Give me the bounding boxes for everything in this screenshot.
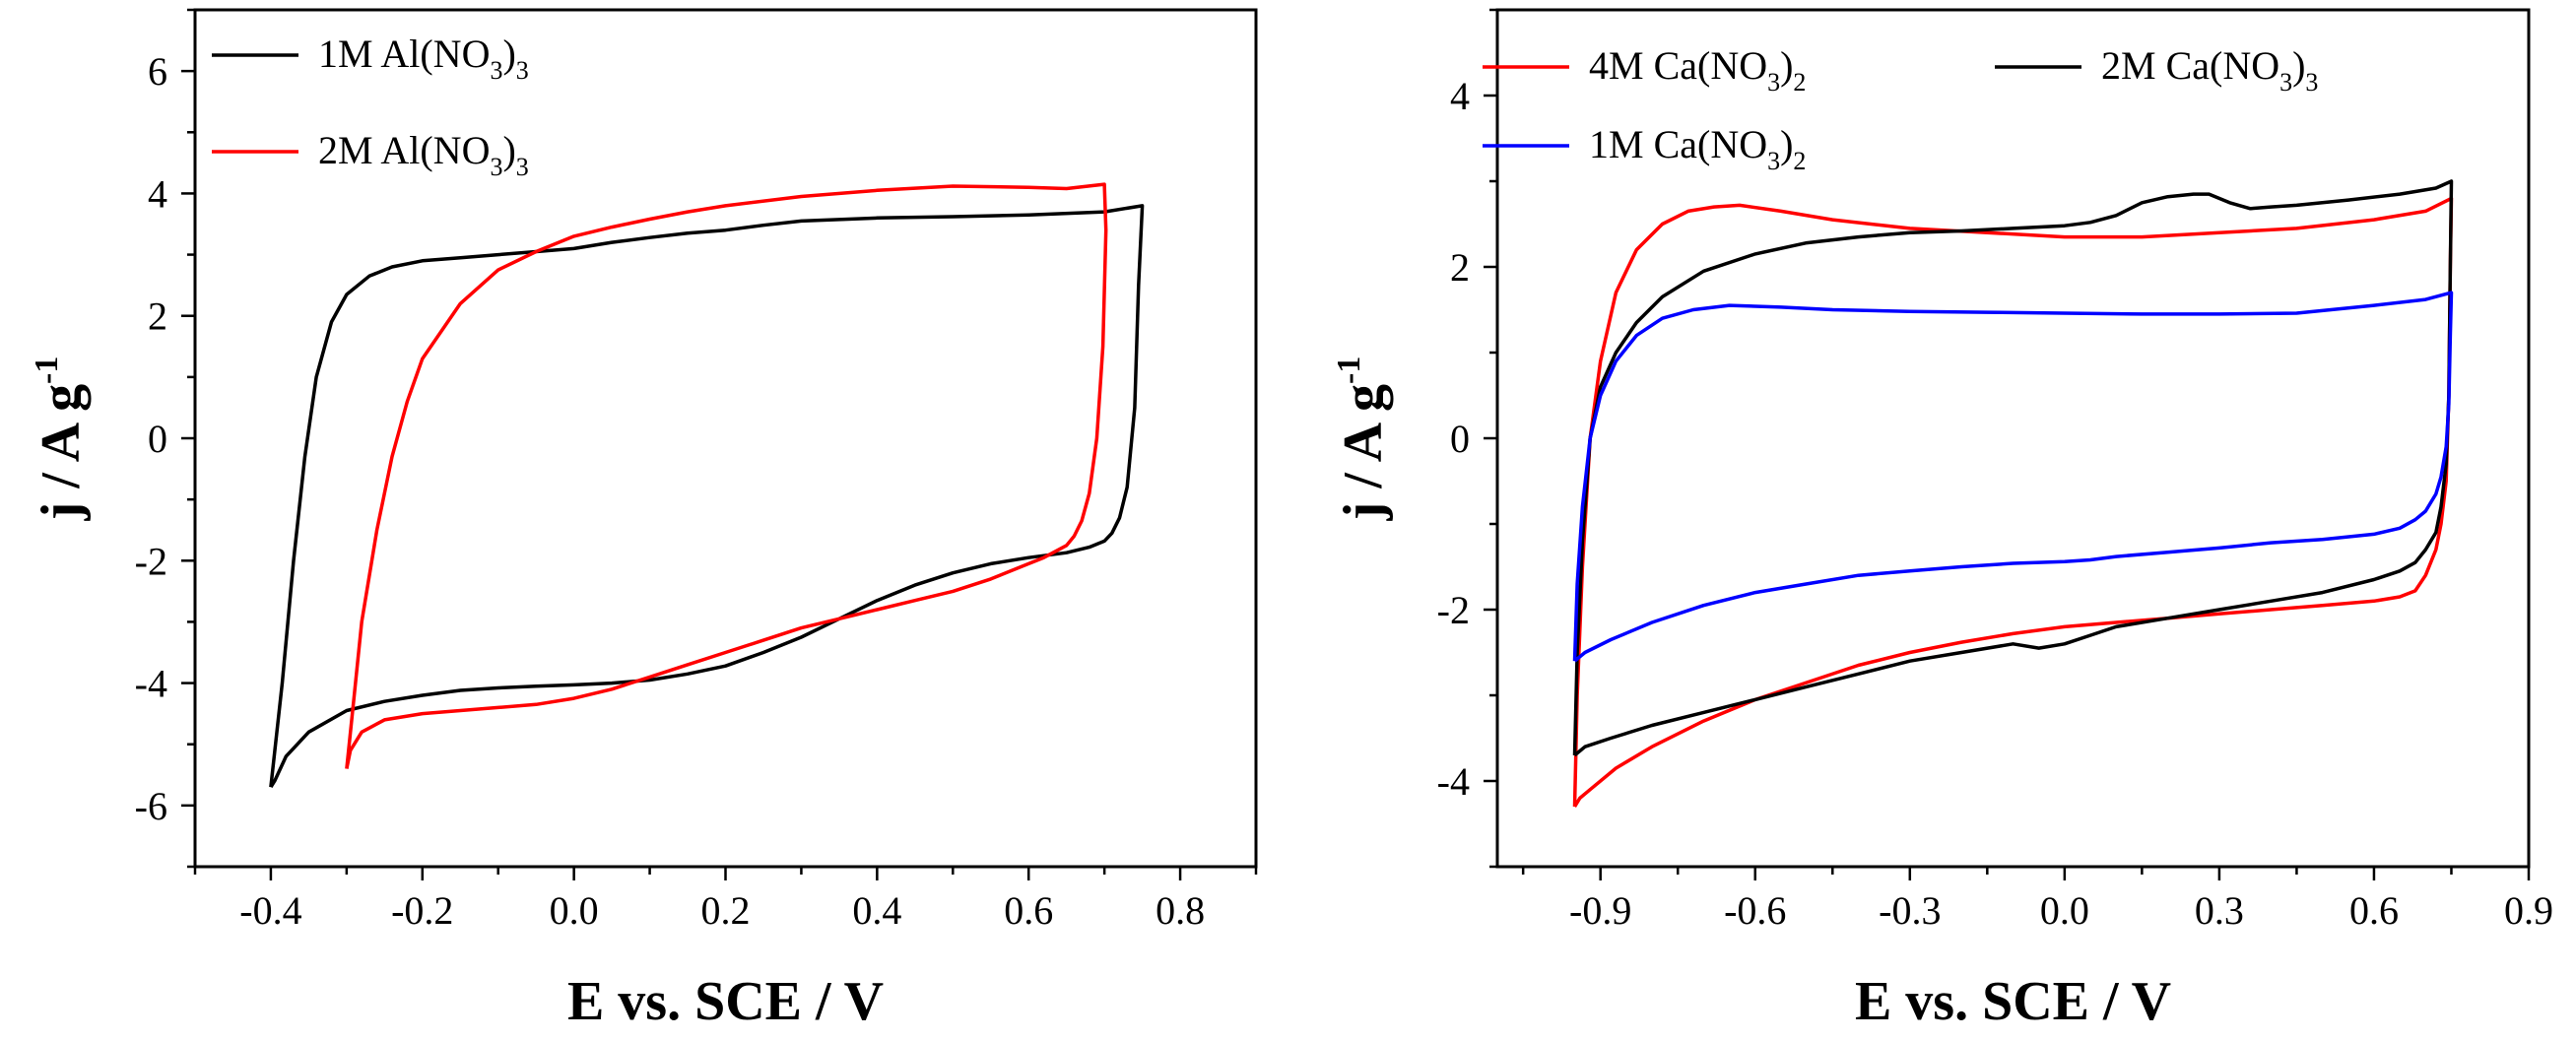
legend-label: 2M Ca(NO3)3	[2101, 43, 2318, 97]
chart-al-nitrate: -0.4 -0.2 0.0 0.2 0.4 0.6 0.8 -6 -4 -2 0 2 4 6 E vs. S…	[29, 8, 1258, 1032]
x-tick-label: -0.6	[1724, 888, 1786, 933]
y-tick-label: -2	[135, 539, 167, 583]
x-tick-label: 0.2	[701, 888, 751, 933]
x-tick-label: 0.6	[2349, 888, 2399, 933]
y-axis-title-sup: -1	[29, 357, 65, 384]
series-curve-0	[269, 204, 1145, 789]
y-tick-label: -4	[135, 662, 167, 706]
y-axis-title: j / A g-1	[29, 357, 92, 522]
x-tick-label: 0.9	[2504, 888, 2553, 933]
y-axis-title-main: j / A g	[1333, 384, 1394, 521]
chart-ca-nitrate: -0.9 -0.6 -0.3 0.0 0.3 0.6 0.9 -4 -2 0 2 4 E vs. SCE…	[1331, 8, 2553, 1032]
y-axis-title-main: j / A g	[31, 384, 92, 521]
series-curve-1	[345, 182, 1108, 769]
y-tick-label: 0	[1450, 417, 1470, 461]
series-curve-1	[1572, 179, 2454, 757]
y-axis-title-sup: -1	[1331, 357, 1367, 384]
legend-label: 1M Ca(NO3)2	[1589, 122, 1806, 175]
x-tick-label: 0.6	[1004, 888, 1053, 933]
legend-label: 1M Al(NO3)3	[318, 32, 529, 85]
y-tick-label: -4	[1437, 759, 1470, 804]
x-axis-title: E vs. SCE / V	[567, 971, 884, 1032]
x-tick-label: -0.9	[1569, 888, 1631, 933]
series-curve-0	[1572, 196, 2454, 809]
y-tick-label: -6	[135, 784, 167, 828]
x-tick-label: 0.4	[852, 888, 901, 933]
x-tick-label: -0.2	[391, 888, 453, 933]
x-tick-label: -0.3	[1879, 888, 1941, 933]
y-tick-label: 2	[1450, 245, 1470, 290]
x-tick-label: 0.0	[2040, 888, 2089, 933]
x-tick-label: 0.0	[550, 888, 599, 933]
x-tick-label: -0.4	[239, 888, 301, 933]
x-axis-title: E vs. SCE / V	[1855, 971, 2171, 1032]
y-tick-label: -2	[1437, 588, 1470, 632]
y-tick-label: 6	[148, 49, 167, 94]
y-tick-label: 4	[148, 171, 167, 216]
y-axis-title: j / A g-1	[1331, 357, 1394, 522]
legend-label: 2M Al(NO3)3	[318, 128, 529, 181]
x-tick-label: 0.3	[2195, 888, 2244, 933]
y-tick-label: 0	[148, 417, 167, 461]
x-tick-label: 0.8	[1156, 888, 1205, 933]
series-curve-2	[1572, 291, 2454, 663]
y-tick-label: 2	[148, 294, 167, 339]
legend-label: 4M Ca(NO3)2	[1589, 43, 1806, 97]
y-tick-label: 4	[1450, 74, 1470, 118]
